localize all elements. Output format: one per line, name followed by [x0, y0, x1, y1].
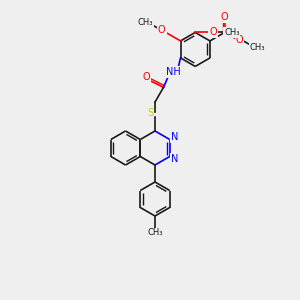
- Text: O: O: [236, 35, 244, 45]
- Text: N: N: [171, 133, 178, 142]
- Text: S: S: [147, 108, 153, 118]
- Text: N: N: [171, 154, 178, 164]
- Text: CH₃: CH₃: [147, 228, 163, 237]
- Text: O: O: [221, 12, 229, 22]
- Text: NH: NH: [166, 67, 180, 77]
- Text: CH₃: CH₃: [137, 18, 153, 27]
- Text: CH₃: CH₃: [250, 43, 265, 52]
- Text: O: O: [158, 26, 166, 35]
- Text: CH₃: CH₃: [224, 28, 240, 37]
- Text: O: O: [209, 27, 217, 38]
- Text: O: O: [142, 72, 150, 82]
